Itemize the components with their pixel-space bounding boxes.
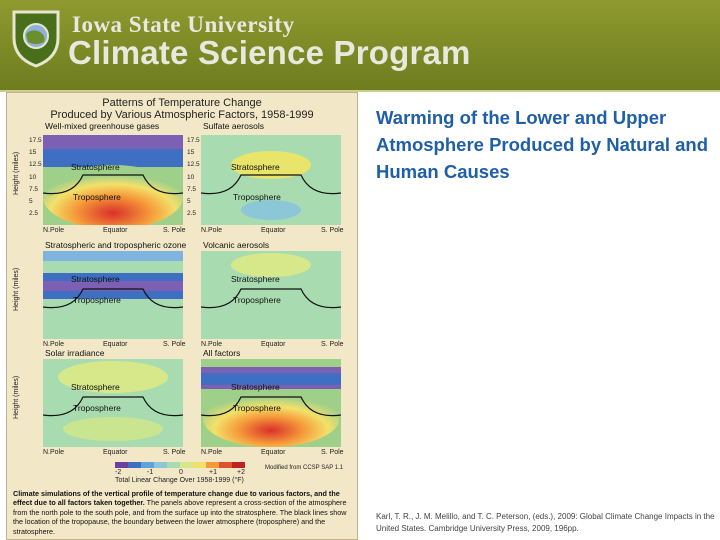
figure-title: Patterns of Temperature Change [102,97,262,109]
ytick-column-right: 17.5 15 12.5 10 7.5 5 2.5 [187,135,200,220]
xtick-npole-4: N.Pole [201,341,223,348]
ytick: 10 [29,173,37,181]
xtick-npole-5: N.Pole [43,449,65,456]
panel-title-solar: Solar irradiance [45,348,105,358]
banner-divider [0,90,720,92]
panel-sulfate-strat: Stratosphere [231,162,280,172]
panel-greenhouse-trop: Troposphere [73,192,121,202]
ylabel-row2: Height (miles) [13,267,20,311]
colorbar-tick: -2 [115,469,122,476]
panel-volcanic [201,251,341,339]
isu-logo [12,10,60,68]
ytick: 12.5 [187,161,200,169]
xtick-spole-5: S. Pole [163,449,186,456]
panel-solar-strat: Stratosphere [71,382,120,392]
colorbar-tick: 0 [179,469,183,476]
colorbar-label: Total Linear Change Over 1958-1999 (°F) [115,477,244,484]
xtick-npole-1: N.Pole [43,227,65,234]
colorbar-tick: +1 [209,469,217,476]
xtick-equator-1: Equator [103,227,128,234]
panel-title-greenhouse: Well-mixed greenhouse gases [45,121,160,131]
ytick: 10 [187,173,195,181]
caption-rest: The panels above represent a cross-secti… [13,498,347,536]
xtick-npole-6: N.Pole [201,449,223,456]
ytick: 15 [29,149,37,157]
slide-title: Warming of the Lower and Upper Atmospher… [376,107,709,182]
xtick-equator-6: Equator [261,449,286,456]
panel-title-all: All factors [203,348,241,358]
xtick-spole-1: S. Pole [163,227,186,234]
panel-all-strat: Stratosphere [231,382,280,392]
panel-all-trop: Troposphere [233,403,281,413]
panel-solar-trop: Troposphere [73,403,121,413]
xtick-equator-4: Equator [261,341,286,348]
ylabel-row3: Height (miles) [13,375,20,419]
ytick: 5 [187,198,191,206]
source-note: Modified from CCSP SAP 1.1 [265,465,344,471]
xtick-npole-3: N.Pole [43,341,65,348]
ytick: 17.5 [29,137,42,144]
panel-title-ozone: Stratospheric and tropospheric ozone [45,240,187,250]
ytick: 7.5 [187,185,197,193]
ytick: 12.5 [29,161,42,169]
panel-volcanic-trop: Troposphere [233,295,281,305]
panel-ozone [43,251,183,339]
panel-title-sulfate: Sulfate aerosols [203,121,264,131]
ytick: 15 [187,149,195,157]
figure-subtitle: Produced by Various Atmospheric Factors,… [50,109,314,121]
xtick-equator-2: Equator [261,227,286,234]
panel-greenhouse-strat: Stratosphere [71,162,120,172]
ylabel-row1: Height (miles) [13,151,20,195]
panel-greenhouse [43,135,183,225]
ytick: 2.5 [29,210,39,218]
xtick-npole-2: N.Pole [201,227,223,234]
panel-all-factors [201,359,341,447]
colorbar [115,462,245,468]
university-name: Iowa State University [72,12,295,37]
panel-solar [43,359,183,447]
figure-caption: Climate simulations of the vertical prof… [13,489,353,536]
ytick: 2.5 [187,210,197,218]
panel-ozone-strat: Stratosphere [71,274,120,284]
ytick: 5 [29,198,33,206]
ytick-column-left: 17.5 15 12.5 10 7.5 5 2.5 [29,135,42,220]
ytick: 17.5 [187,137,200,144]
colorbar-tick: +2 [237,469,245,476]
caption-bold: Climate simulations of the vertical prof… [13,489,340,508]
panel-ozone-trop: Troposphere [73,295,121,305]
xtick-spole-3: S. Pole [163,341,186,348]
xtick-equator-3: Equator [103,341,128,348]
xtick-equator-5: Equator [103,449,128,456]
xtick-spole-6: S. Pole [321,449,344,456]
panel-sulfate-trop: Troposphere [233,192,281,202]
panel-title-volcanic: Volcanic aerosols [203,240,270,250]
citation: Karl, T. R., J. M. Melillo, and T. C. Pe… [376,512,715,533]
ytick: 7.5 [29,185,39,193]
header-banner: Iowa State University Climate Science Pr… [0,0,720,90]
panel-sulfate [201,135,341,225]
xtick-spole-2: S. Pole [321,227,344,234]
colorbar-tick: -1 [147,469,154,476]
panel-volcanic-strat: Stratosphere [231,274,280,284]
temperature-figure: Patterns of Temperature Change Produced … [6,92,358,540]
program-name: Climate Science Program [68,34,471,71]
xtick-spole-4: S. Pole [321,341,344,348]
